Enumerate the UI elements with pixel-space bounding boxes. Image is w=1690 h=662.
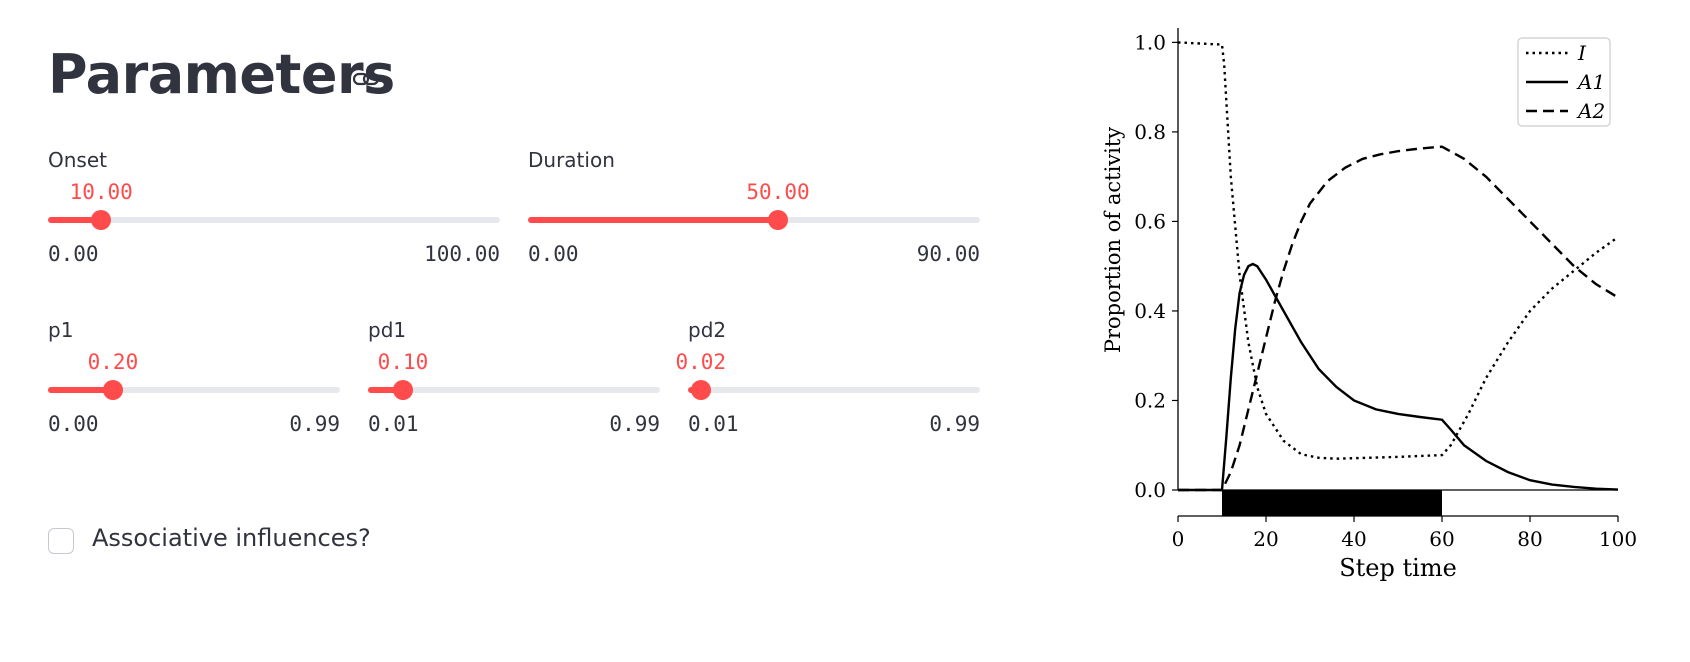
slider-label: pd2 [688,318,727,342]
series-line-a1 [1178,262,1619,492]
slider-label: Duration [528,148,615,172]
associative-checkbox-label[interactable]: Associative influences? [92,524,371,552]
slider-min: 0.00 [48,242,99,266]
legend-label: I [1577,41,1587,65]
y-tick-label: 0.2 [1134,388,1166,412]
slider-thumb[interactable] [392,380,413,400]
slider-track[interactable] [48,210,500,230]
series-line-a2 [1178,145,1619,492]
y-tick-label: 0.4 [1134,299,1166,323]
y-tick-label: 0.0 [1134,478,1166,502]
slider-thumb[interactable] [91,210,112,230]
slider-track[interactable] [368,380,660,400]
chart-legend: I A1 A2 [1517,37,1611,127]
slider-min: 0.00 [48,412,99,436]
x-tick-label: 80 [1517,527,1542,551]
link-icon[interactable] [352,70,380,88]
slider-value: 10.00 [69,180,133,204]
slider-track[interactable] [528,210,980,230]
slider-fill [528,217,778,223]
series-line-i [1177,41,1619,460]
x-tick-label: 100 [1599,527,1637,551]
slider-label: p1 [48,318,74,342]
y-tick-label: 0.8 [1134,120,1166,144]
associative-checkbox[interactable] [48,528,74,554]
stimulus-interval-bar [1222,490,1442,516]
page-title: Parameters [48,43,395,106]
y-tick-label: 0.6 [1134,209,1166,233]
slider-thumb[interactable] [768,210,788,230]
slider-label: pd1 [368,318,407,342]
x-axis-label: Step time [1339,554,1457,582]
slider-label: Onset [48,148,107,172]
x-tick-label: 60 [1429,527,1454,551]
slider-value: 0.02 [675,350,727,374]
slider-max: 100.00 [424,242,500,266]
x-tick-label: 20 [1253,527,1278,551]
legend-label: A2 [1576,99,1605,123]
x-tick-label: 0 [1172,527,1185,551]
slider-thumb[interactable] [102,380,123,400]
slider-max: 0.99 [929,412,980,436]
slider-min: 0.01 [688,412,739,436]
slider-track[interactable] [688,380,980,400]
legend-label: A1 [1576,70,1605,94]
slider-min: 0.00 [528,242,579,266]
slider-thumb[interactable] [690,380,711,400]
slider-fill [48,217,102,223]
slider-fill [48,387,113,393]
slider-track[interactable] [48,380,340,400]
slider-value: 0.20 [87,350,139,374]
slider-max: 0.99 [609,412,660,436]
slider-value: 50.00 [746,180,810,204]
slider-fill [368,387,403,393]
slider-min: 0.01 [368,412,419,436]
y-axis-label: Proportion of activity [1101,127,1125,353]
slider-value: 0.10 [377,350,429,374]
x-tick-label: 40 [1341,527,1366,551]
activity-chart: 0.0 0.2 0.4 0.6 0.8 1.0 Proportion of activity… [1101,28,1637,582]
slider-max: 90.00 [916,242,980,266]
y-tick-label: 1.0 [1134,30,1166,54]
slider-max: 0.99 [289,412,340,436]
